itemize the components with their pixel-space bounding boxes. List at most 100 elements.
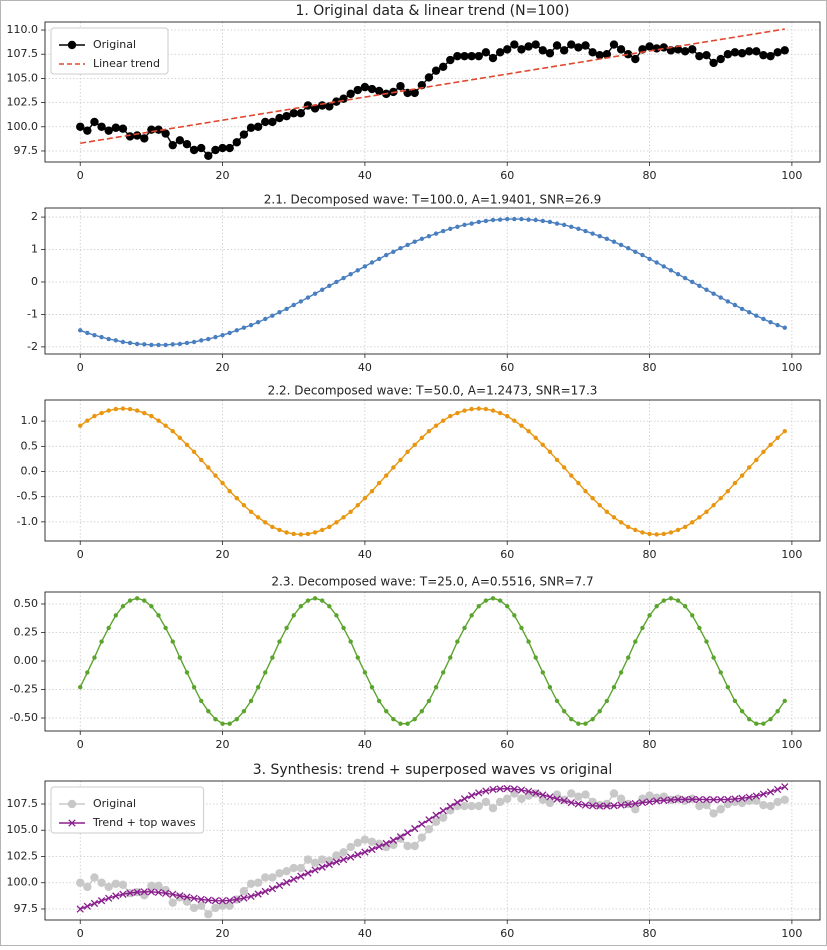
data-point — [225, 143, 234, 153]
data-point — [718, 495, 723, 501]
data-point — [168, 140, 177, 150]
data-point — [290, 875, 298, 883]
data-point — [220, 480, 225, 486]
data-point — [339, 855, 348, 864]
data-point — [505, 604, 510, 609]
data-point — [609, 789, 619, 798]
data-point — [433, 231, 439, 236]
data-point — [327, 283, 332, 289]
data-point — [97, 878, 106, 887]
data-point — [163, 342, 168, 348]
data-point — [690, 279, 695, 285]
data-point — [645, 791, 654, 800]
data-point — [448, 413, 453, 419]
y-tick-label: 0.5 — [21, 439, 39, 452]
data-point — [389, 836, 398, 844]
legend-label: Original — [93, 797, 136, 810]
data-point — [170, 342, 175, 347]
data-point — [618, 520, 624, 525]
x-tick-label: 100 — [781, 361, 802, 374]
data-point — [782, 698, 787, 704]
data-point — [583, 488, 588, 494]
data-point — [147, 888, 156, 896]
data-point — [467, 801, 476, 811]
data-point — [261, 117, 270, 127]
data-point — [111, 123, 121, 132]
data-point — [469, 406, 474, 412]
legend-marker — [67, 40, 77, 50]
data-point — [624, 50, 633, 59]
data-point — [247, 892, 255, 901]
data-point — [191, 339, 197, 345]
y-tick-label: 105.0 — [7, 823, 39, 836]
y-tick-label: 97.5 — [14, 144, 39, 157]
subplot-title: 1. Original data & linear trend (N=100) — [295, 3, 569, 19]
data-point — [360, 835, 370, 844]
data-point — [197, 901, 206, 911]
data-point — [319, 287, 325, 292]
data-point — [446, 802, 454, 811]
data-point — [469, 613, 474, 618]
data-point — [241, 708, 247, 714]
data-point — [305, 295, 311, 300]
data-point — [204, 896, 212, 904]
data-point — [142, 598, 147, 603]
data-point — [766, 801, 775, 811]
data-point — [154, 125, 163, 134]
data-point — [574, 800, 583, 808]
data-point — [554, 457, 560, 463]
legend-box — [50, 786, 205, 834]
data-point — [119, 890, 127, 898]
data-point — [78, 423, 83, 428]
data-point — [510, 785, 519, 793]
data-point — [455, 410, 460, 416]
data-point — [355, 655, 360, 660]
data-point — [533, 435, 538, 440]
data-point — [248, 509, 254, 514]
data-point — [775, 435, 780, 440]
data-point — [475, 789, 483, 797]
data-point — [253, 878, 263, 887]
data-point — [569, 473, 574, 478]
data-point — [367, 837, 377, 846]
data-point — [90, 899, 99, 908]
y-tick-label: -0.5 — [17, 490, 38, 503]
data-point — [346, 853, 355, 861]
data-point — [512, 418, 517, 423]
data-point — [227, 488, 232, 494]
data-point — [99, 410, 104, 416]
data-point — [688, 45, 697, 54]
data-point — [460, 795, 469, 803]
data-point — [161, 889, 170, 897]
data-point — [768, 320, 773, 325]
data-point — [218, 897, 227, 905]
data-point — [92, 413, 97, 419]
data-point — [419, 236, 425, 242]
data-point — [156, 418, 161, 423]
data-point — [106, 625, 111, 631]
data-point — [169, 890, 177, 898]
data-point — [697, 625, 702, 631]
data-point — [668, 268, 674, 273]
data-point — [176, 892, 184, 900]
data-point — [697, 515, 702, 520]
data-point — [576, 226, 581, 231]
x-tick-label: 0 — [77, 738, 84, 751]
data-point — [325, 102, 334, 111]
data-point — [284, 625, 289, 631]
data-point — [773, 785, 782, 794]
data-point — [304, 869, 312, 877]
data-point — [645, 42, 654, 51]
data-point — [431, 817, 441, 827]
data-point — [526, 217, 531, 222]
data-point — [476, 604, 481, 609]
data-point — [234, 716, 239, 722]
data-point — [488, 803, 498, 813]
data-point — [460, 801, 469, 811]
data-point — [717, 795, 725, 804]
data-point — [213, 334, 218, 340]
data-point — [754, 457, 759, 463]
data-point — [354, 851, 362, 859]
data-point — [581, 41, 590, 50]
